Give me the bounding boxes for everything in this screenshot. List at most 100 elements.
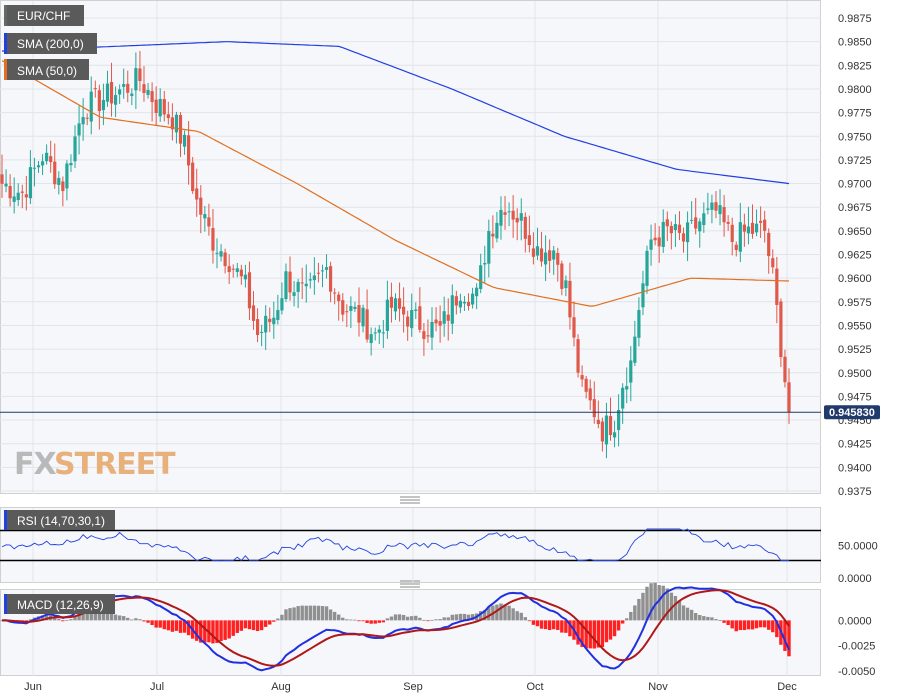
candle-body — [73, 136, 77, 162]
macd-histogram-bar — [535, 620, 540, 627]
legend-sma200-label: SMA (200,0) — [17, 37, 84, 51]
macd-histogram-bar — [442, 617, 446, 621]
candle-body — [69, 162, 73, 166]
candle-body — [134, 68, 138, 91]
macd-histogram-bar — [170, 620, 175, 632]
candle-body — [621, 387, 625, 409]
macd-histogram-bar — [199, 620, 203, 643]
macd-histogram-bar — [539, 620, 544, 629]
candle-body — [450, 295, 454, 324]
candle-body — [312, 275, 316, 281]
candle-body — [422, 331, 426, 339]
x-tick-label: Aug — [271, 681, 291, 693]
macd-histogram-bar — [61, 620, 65, 622]
candle-body — [65, 163, 69, 189]
candle-body — [487, 231, 491, 264]
candle-body — [576, 339, 580, 373]
macd-histogram-bar — [645, 586, 649, 621]
y-tick-label: 0.9775 — [838, 108, 872, 120]
candle-body — [4, 183, 8, 187]
sma200-line — [1, 41, 790, 185]
macd-histogram-bar — [608, 620, 613, 640]
macd-histogram-bar — [665, 588, 669, 621]
macd-histogram-bar — [657, 585, 661, 621]
y-tick-label: 0.9375 — [838, 486, 872, 498]
macd-histogram-bar — [101, 610, 106, 621]
candle-body — [702, 213, 706, 226]
candle-body — [754, 223, 759, 233]
macd-histogram-bar — [385, 618, 390, 621]
candle-body — [759, 220, 763, 223]
candle-body — [373, 332, 377, 334]
candle-body — [357, 305, 361, 323]
candle-body — [118, 89, 122, 95]
candle-body — [475, 287, 479, 297]
candle-body — [126, 83, 130, 93]
candle-body — [28, 167, 32, 199]
macd-y-tick-label: 0.0000 — [838, 615, 872, 627]
macd-resize-handle[interactable] — [400, 580, 420, 588]
x-tick-label: Nov — [648, 681, 668, 693]
macd-histogram-bar — [296, 606, 300, 621]
candle-body — [49, 156, 53, 163]
legend-sma50[interactable]: SMA (50,0) — [4, 59, 89, 80]
candle-body — [162, 99, 166, 115]
macd-histogram-bar — [673, 595, 678, 621]
candle-body — [316, 272, 321, 274]
candle-body — [81, 117, 85, 125]
macd-histogram-bar — [771, 620, 775, 633]
macd-histogram-bar — [653, 582, 657, 621]
macd-histogram-bar — [337, 614, 341, 621]
axis-layer: 0.9875 0.9850 0.9825 0.9800 0.9775 0.9750 0.97… — [24, 13, 878, 693]
macd-histogram-bar — [312, 605, 317, 621]
candle-body — [661, 221, 665, 247]
candle-body — [714, 202, 718, 211]
rsi-y-tick-label: 50.0000 — [838, 541, 878, 553]
candle-body — [280, 298, 284, 311]
candle-body — [260, 331, 264, 333]
candle-body — [718, 205, 722, 215]
legend-rsi[interactable]: RSI (14,70,30,1) — [4, 510, 115, 530]
candle-body — [203, 214, 207, 219]
candle-body — [775, 268, 779, 305]
candle-body — [608, 416, 613, 436]
macd-histogram-bar — [767, 620, 771, 630]
candle-body — [730, 224, 734, 243]
candle-body — [142, 84, 146, 93]
candle-body — [568, 280, 572, 318]
macd-histogram-bar — [466, 614, 471, 621]
macd-y-tick-label: -0.0050 — [838, 666, 875, 678]
legend-eurchf[interactable]: EUR/CHF — [4, 5, 84, 26]
candle-body — [649, 239, 653, 250]
candle-body — [442, 311, 446, 324]
macd-histogram-bar — [698, 615, 702, 621]
macd-histogram-bar — [369, 620, 373, 624]
macd-histogram-bar — [746, 620, 751, 630]
rsi-resize-handle[interactable] — [400, 496, 420, 504]
macd-histogram-bar — [130, 619, 134, 621]
candle-body — [410, 310, 414, 329]
candle-body — [503, 212, 507, 215]
macd-histogram-bar — [783, 620, 787, 651]
macd-histogram-bar — [515, 611, 519, 621]
legend-sma200[interactable]: SMA (200,0) — [4, 33, 97, 54]
macd-histogram-bar — [361, 620, 365, 622]
legend-macd[interactable]: MACD (12,26,9) — [4, 594, 115, 614]
macd-marks — [0, 582, 791, 672]
macd-histogram-bar — [726, 620, 730, 626]
candle-body — [57, 177, 61, 185]
macd-histogram-bar — [499, 603, 503, 621]
candle-body — [588, 388, 592, 401]
candle-body — [284, 271, 288, 300]
candle-body — [20, 191, 24, 193]
candle-body — [669, 225, 673, 234]
macd-histogram-bar — [714, 619, 718, 621]
candle-body — [150, 91, 154, 103]
macd-histogram-bar — [754, 620, 759, 629]
macd-histogram-bar — [422, 619, 426, 621]
macd-histogram-bar — [126, 617, 130, 621]
candle-body — [499, 209, 503, 226]
macd-histogram-bar — [397, 614, 402, 621]
candle-body — [385, 299, 389, 331]
